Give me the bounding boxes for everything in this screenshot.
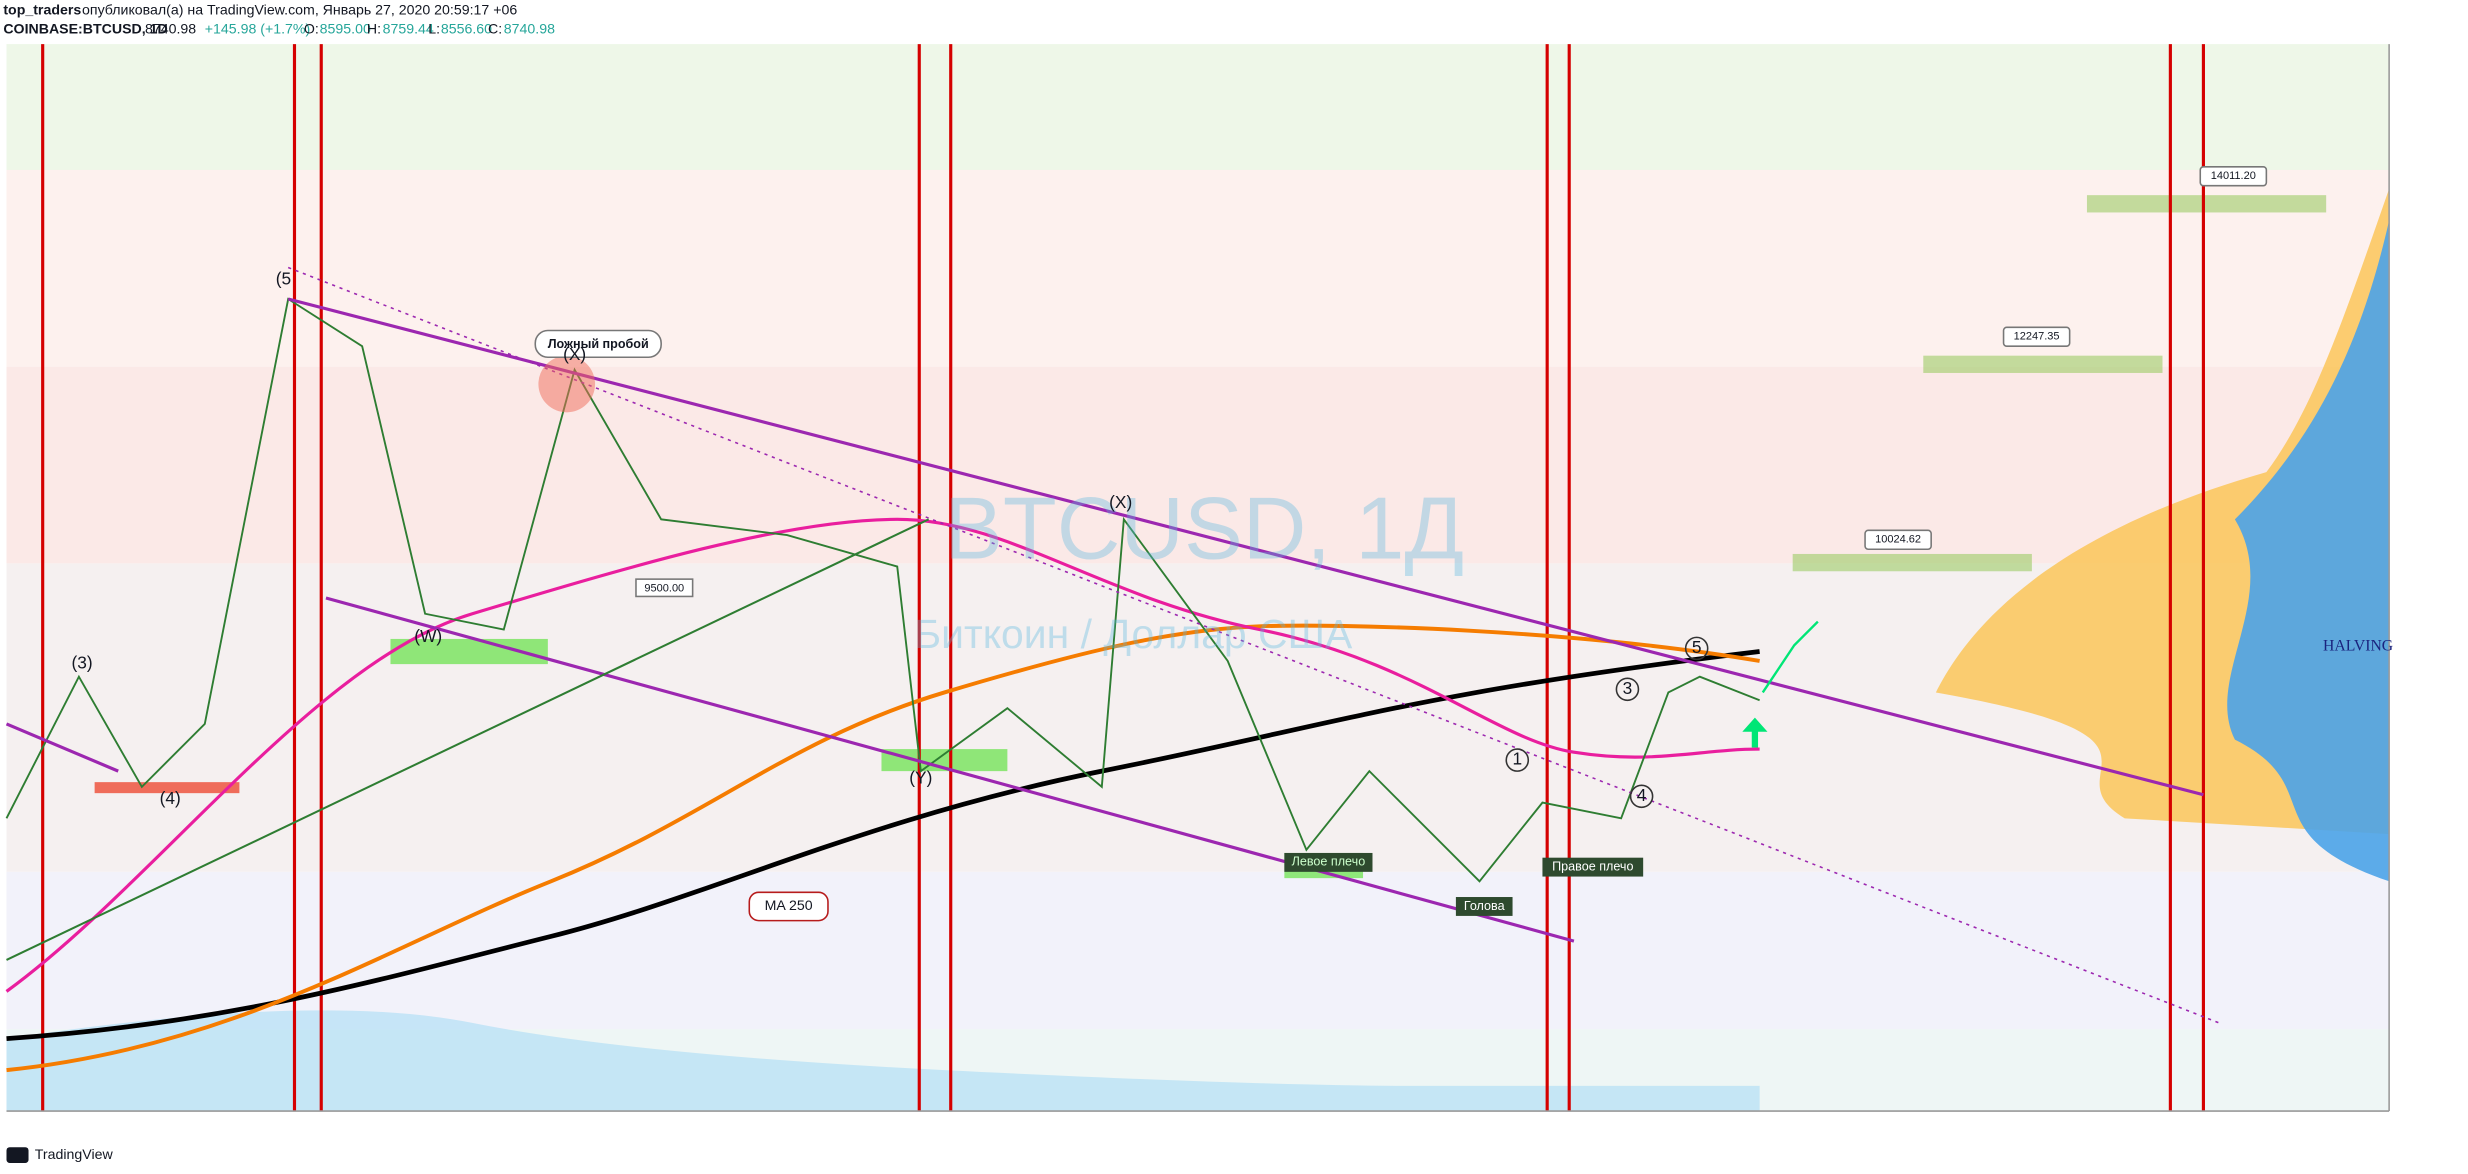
wave-label: 3	[1623, 678, 1633, 698]
ohlc-value: 8556.60	[441, 22, 492, 38]
annotation: Голова	[1464, 899, 1505, 913]
ohlc-value: 8595.00	[320, 22, 371, 38]
ohlc-label: O:	[304, 22, 319, 38]
author: top_traders	[3, 3, 81, 19]
ohlc-value: 8759.44	[383, 22, 434, 38]
annotation: Левое плечо	[1292, 855, 1366, 869]
annotation: 9500.00	[644, 582, 684, 594]
annotation: 14011.20	[2211, 170, 2256, 182]
wave-label: (W)	[414, 626, 442, 646]
wave-label: (4)	[160, 788, 181, 808]
watermark: Биткоин / Доллар США	[914, 611, 1353, 657]
wave-label: 4	[1637, 785, 1647, 805]
wave-label: (5	[276, 269, 291, 289]
annotation: HALVING	[2323, 637, 2393, 654]
wave-label: (Y)	[909, 768, 932, 788]
wave-label: (X)	[563, 344, 586, 364]
annotation: 10024.62	[1875, 534, 1921, 546]
ohlc-label: L:	[428, 22, 440, 38]
logo	[6, 1147, 29, 1163]
annotation: Ложный пробой	[548, 337, 649, 351]
last-price: 8740.98	[145, 22, 196, 38]
footer: TradingView	[35, 1147, 114, 1163]
change: +145.98 (+1.7%)	[205, 22, 310, 38]
wave-label: 1	[1512, 749, 1522, 769]
background	[5, 44, 2390, 1112]
wave-label: 5	[1692, 637, 1702, 657]
annotations: Ложный пробой (X) (W) (Y) (3) (4) (5 (X)…	[71, 166, 2393, 922]
annotation: MA 250	[765, 898, 813, 914]
price-axis	[2389, 44, 2468, 1130]
ohlc-label: C:	[488, 22, 502, 38]
published: опубликовал(а) на TradingView.com, Январ…	[82, 3, 517, 19]
watermark: BTCUSD, 1Д	[944, 478, 1464, 577]
ohlc-label: H:	[367, 22, 381, 38]
annotation: 12247.35	[2014, 331, 2060, 343]
symbol: COINBASE:BTCUSD, 1D	[3, 22, 167, 38]
wave-label: (X)	[1109, 492, 1132, 512]
ohlc-value: 8740.98	[504, 22, 555, 38]
wave-label: (3)	[71, 653, 92, 673]
annotation: Правое плечо	[1552, 859, 1633, 873]
